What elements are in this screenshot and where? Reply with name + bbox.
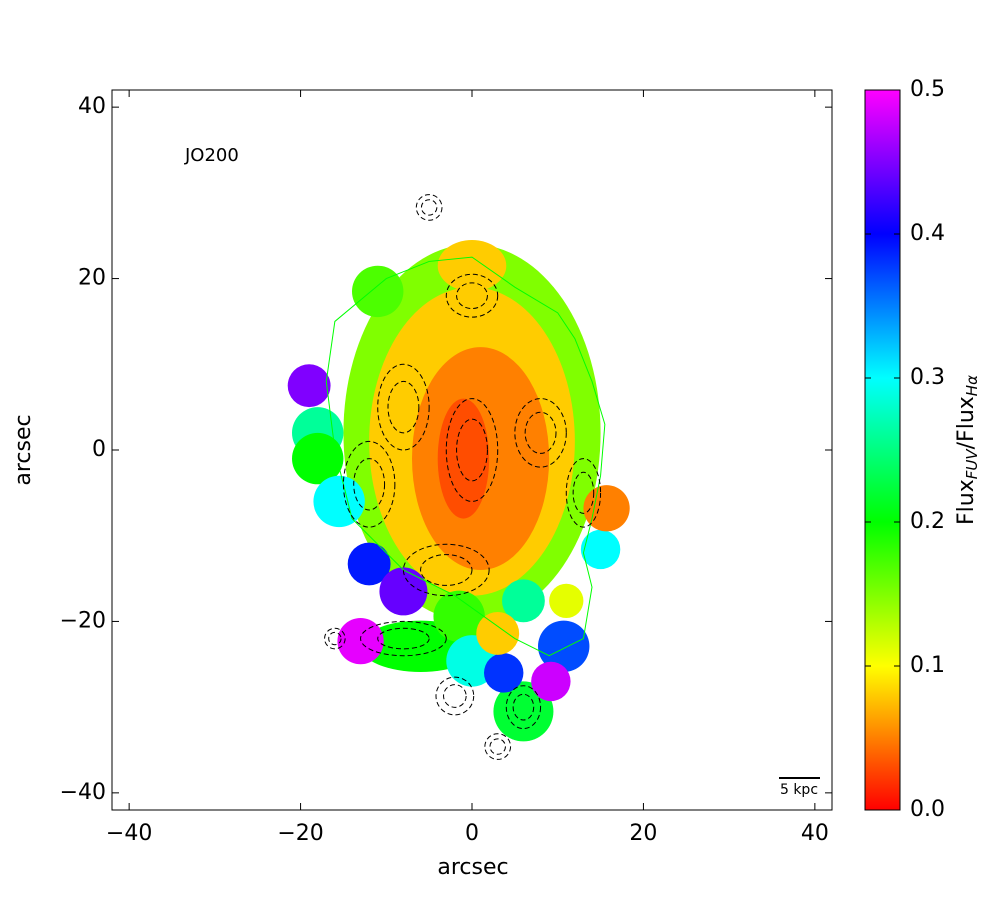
region (292, 432, 344, 485)
contour (565, 458, 602, 528)
x-tick-label: 20 (629, 821, 657, 846)
y-tick-label: 40 (78, 94, 106, 119)
contour (514, 398, 567, 468)
contour (445, 398, 499, 502)
x-tick-label: 40 (801, 821, 829, 846)
colorbar-tick-label: 0.5 (910, 77, 945, 102)
y-tick-label: −20 (60, 608, 106, 633)
region (476, 612, 520, 655)
contour (456, 282, 488, 310)
colorbar-label-part: /Flux (954, 396, 979, 449)
contour (484, 733, 512, 760)
colorbar-tick-label: 0.4 (910, 221, 945, 246)
region (379, 567, 428, 616)
x-tick-label: −40 (106, 821, 152, 846)
contour (443, 684, 467, 708)
colorbar-label-sub: FUV (963, 448, 981, 480)
region (437, 240, 507, 292)
scale-bar-label: 5 kpc (780, 782, 818, 798)
region (437, 398, 490, 519)
y-axis-label: arcsec (11, 414, 36, 485)
region (287, 364, 331, 408)
contour (572, 471, 595, 514)
region (337, 618, 384, 665)
map-area (287, 194, 630, 760)
region (352, 265, 404, 318)
colorbar-label: FluxFUV/FluxHα (954, 375, 981, 525)
region (433, 590, 485, 642)
colorbar-label-sub: Hα (963, 375, 981, 396)
colorbar-label-part: Flux (954, 479, 979, 525)
region (313, 475, 365, 528)
region (531, 661, 571, 702)
contour (377, 627, 430, 650)
x-axis-label: arcsec (437, 855, 508, 880)
contour (377, 363, 430, 451)
colorbar-tick-label: 0.0 (910, 797, 945, 822)
contour (415, 194, 443, 221)
contour (489, 738, 506, 755)
region (549, 583, 584, 618)
contour (445, 273, 499, 318)
x-tick-label: 0 (465, 821, 479, 846)
contour (387, 380, 420, 434)
contour (505, 685, 542, 730)
contour (420, 554, 473, 586)
contour (328, 631, 342, 646)
contour (360, 620, 447, 657)
contour (402, 543, 490, 597)
contour (512, 693, 535, 721)
region (484, 653, 524, 693)
contour (353, 458, 386, 511)
colorbar-tick-label: 0.1 (910, 653, 945, 678)
region (580, 529, 621, 570)
contour (420, 199, 438, 216)
contour (342, 440, 396, 528)
contour (324, 627, 346, 650)
x-tick-label: −20 (277, 821, 323, 846)
colorbar-tick-label: 0.2 (910, 509, 945, 534)
y-tick-label: 20 (78, 266, 106, 291)
annotation: JO200 (184, 145, 239, 166)
region (347, 542, 391, 586)
y-tick-label: 0 (92, 437, 106, 462)
y-tick-label: −40 (60, 780, 106, 805)
colorbar (864, 89, 901, 811)
region (538, 620, 590, 672)
colorbar-tick-label: 0.3 (910, 365, 945, 390)
contour (456, 418, 488, 482)
region (583, 485, 630, 532)
outline-contour (325, 256, 606, 657)
region (502, 579, 545, 623)
contour (435, 676, 475, 716)
contour (524, 411, 557, 454)
